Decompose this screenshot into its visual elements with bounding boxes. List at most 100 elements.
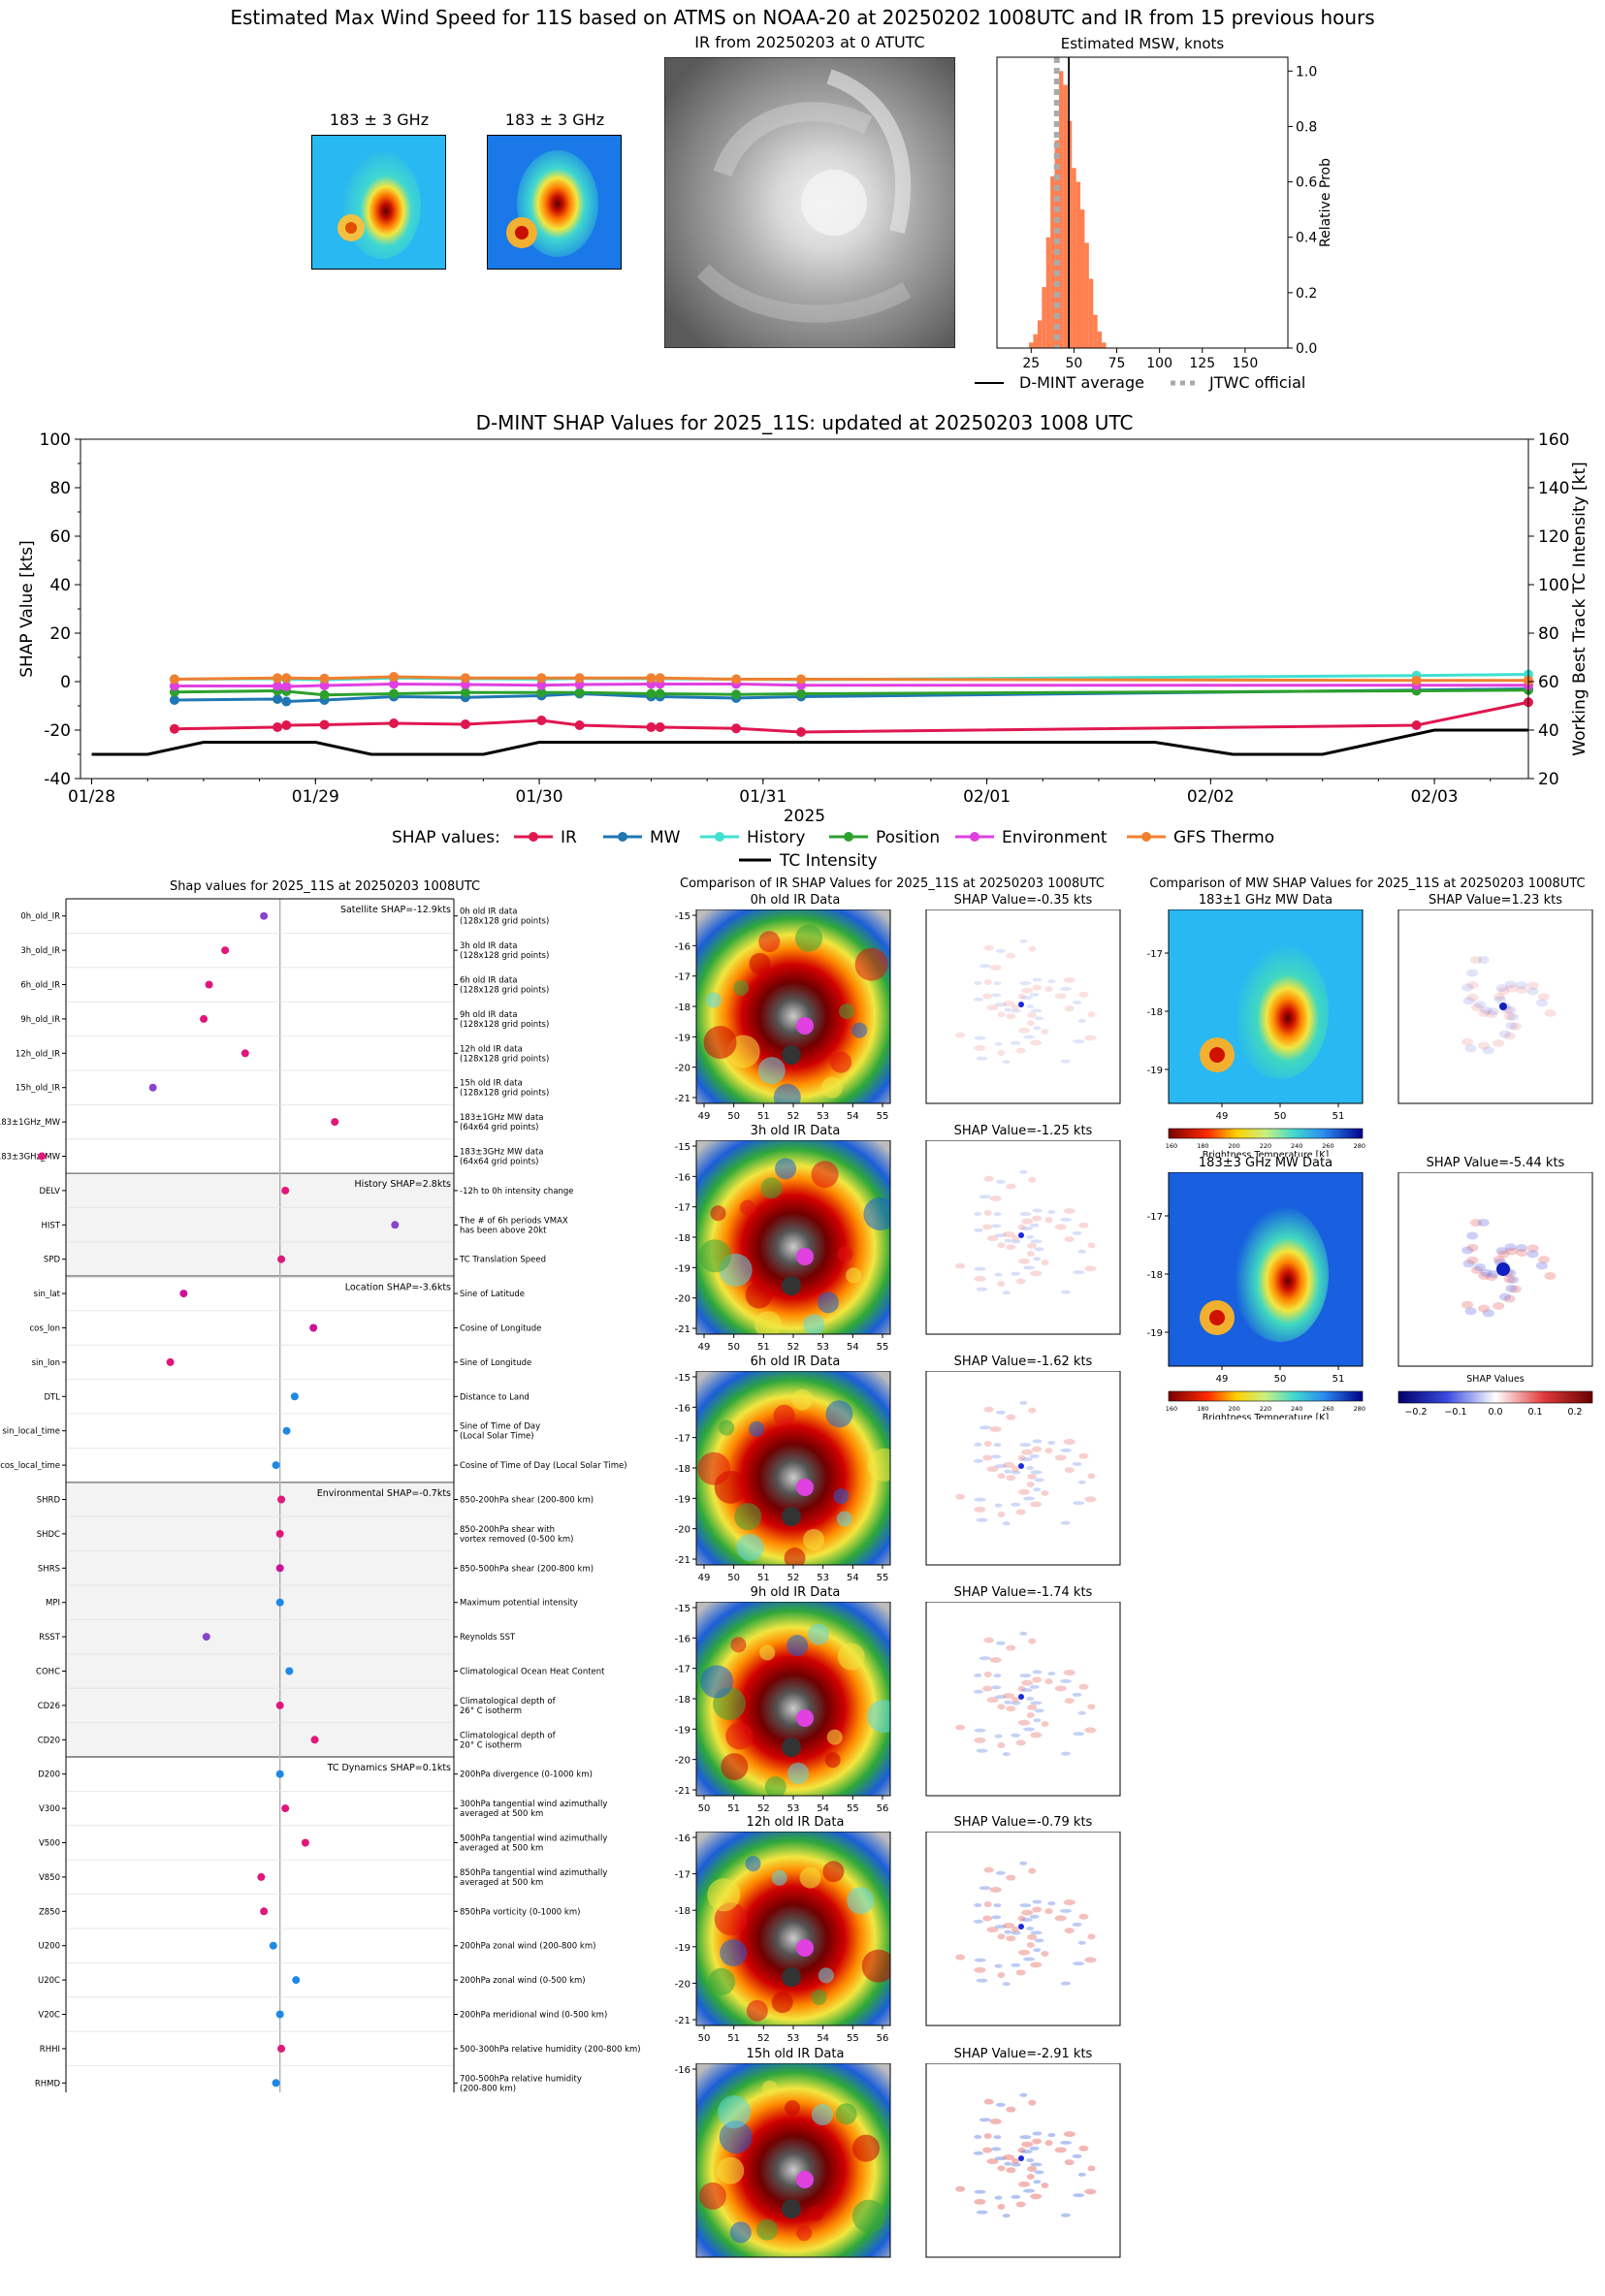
ir-shap-value-label: SHAP Value=-0.35 kts — [953, 893, 1093, 908]
series-point — [574, 720, 585, 730]
ir-shap-blob — [1019, 1903, 1032, 1908]
feature-description: 200hPa divergence (0-1000 km) — [460, 1770, 593, 1780]
mw-shap-blob — [1498, 1030, 1511, 1038]
ir-shap-blob — [974, 1506, 986, 1513]
ir-x-tick-label: 51 — [727, 1803, 740, 1814]
bt-colorbar-tick: 200 — [1228, 1142, 1239, 1150]
ir-y-tick-label: -17 — [675, 973, 690, 983]
ir-panel-label: 6h old IR Data — [750, 1355, 841, 1369]
mw-shap-blob — [1505, 1247, 1518, 1256]
msw-histogram: Estimated MSW, knots 25 50 75 100 125 150 0.0 0.… — [975, 35, 1333, 392]
ir-shap-blob — [1023, 1957, 1036, 1961]
ir-shap-blob — [989, 2119, 1002, 2125]
ir-shap-blob — [982, 1454, 993, 1461]
ir-shap-blob — [1026, 2174, 1035, 2181]
ir-shap-blob — [1072, 1000, 1082, 1004]
x-tick-label: 01/28 — [68, 787, 115, 807]
ir-shap-blob — [955, 1262, 966, 1269]
ir-shap-blob — [1077, 1018, 1086, 1023]
ir-shap-blob — [1030, 2162, 1043, 2167]
y2-tick-label: 60 — [1538, 673, 1559, 692]
ir-shap-blob — [1018, 1488, 1031, 1495]
series-point — [273, 694, 283, 704]
mw-shap-blob — [1487, 1007, 1499, 1016]
ir-shap-blob — [1084, 1957, 1097, 1963]
histogram-bar — [1088, 278, 1094, 348]
ir-shap-blob — [1041, 1490, 1049, 1497]
feature-shap-dot — [148, 1083, 157, 1092]
ir-shap-blob — [1004, 1929, 1012, 1934]
series-point — [796, 688, 807, 699]
ir-shap-blob — [1019, 1674, 1032, 1678]
ir-shap-blob — [995, 1410, 1006, 1415]
mw-shap-blob — [1493, 1301, 1505, 1310]
ir-shap-blob — [1028, 945, 1037, 952]
ir-x-tick-label: 54 — [847, 1573, 859, 1583]
series-point — [731, 723, 742, 734]
mw-shap-blob — [1466, 1256, 1479, 1264]
series-point — [281, 673, 292, 684]
ir-y-tick-label: -16 — [675, 1403, 690, 1414]
feature-name: V850 — [39, 1873, 60, 1883]
ir-y-tick-label: -21 — [675, 1324, 690, 1335]
y2-tick-label: 80 — [1538, 624, 1559, 644]
ir-y-tick-label: -20 — [675, 1294, 690, 1305]
ir-shap-blob — [983, 979, 992, 986]
ir-x-tick-label: 50 — [727, 1111, 740, 1122]
feature-description: 850-200hPa shear (200-800 km) — [460, 1496, 594, 1506]
series-point — [319, 673, 330, 684]
legend-marker — [1141, 832, 1151, 842]
bt-colorbar-label: Brightness Temperature [K] — [1203, 1150, 1329, 1157]
mw-shap-blob — [1478, 1008, 1491, 1017]
ir-shap-blob — [1003, 2153, 1015, 2160]
ir-shap-blob — [994, 1272, 1003, 1277]
x-tick-label: 01/31 — [739, 787, 786, 807]
ir-shap-blob — [1078, 1222, 1089, 1228]
mw2-label: 183 ± 3 GHz — [504, 111, 605, 129]
bt-colorbar-tick: 240 — [1291, 1405, 1302, 1413]
ir-shap-blob — [1003, 1461, 1015, 1468]
ir-panel-pair: -15 -16 -17 -18 -19 -20 -21 49 50 51 52 53 54 55 — [675, 909, 1121, 1122]
feature-description: The # of 6h periods VMAX — [459, 1216, 568, 1226]
feature-shap-dot — [275, 1564, 284, 1573]
ir-shap-blob — [1054, 1915, 1067, 1922]
ir-shap-blob — [1027, 1933, 1038, 1940]
ir-shap-blob — [1006, 1644, 1016, 1651]
mw-shap-blob — [1526, 1250, 1539, 1259]
feature-description: 12h old IR data — [460, 1044, 523, 1054]
legend-label: MW — [650, 828, 681, 847]
feature-description: (128x128 grid points) — [460, 1089, 549, 1099]
ir-shap-blob — [1047, 1672, 1056, 1676]
ir-shap-center — [1018, 1463, 1024, 1469]
mw-shap-blob — [1504, 1005, 1517, 1014]
histogram-bar — [1058, 71, 1064, 349]
ir-shap-blob — [994, 1695, 1007, 1700]
feature-name: 12h_old_IR — [16, 1049, 60, 1059]
ir-shap-blob — [994, 1963, 1003, 1968]
ir-shap-blob — [1087, 1011, 1096, 1018]
ir-shap-blob — [1026, 1482, 1035, 1488]
feature-shap-dot — [269, 1941, 277, 1950]
ir-y-tick-label: -21 — [675, 1786, 690, 1797]
feature-name: V500 — [39, 1839, 60, 1849]
ir-shap-blob — [1028, 1407, 1037, 1414]
ir-shap-blob — [1030, 1501, 1043, 1508]
ir-shap-blob — [991, 1915, 1002, 1920]
ir-y-tick-label: -16 — [675, 941, 690, 952]
ir-x-tick-label: 51 — [727, 2033, 740, 2044]
feature-shap-dot — [290, 1392, 299, 1401]
x-tick-label: 02/03 — [1411, 787, 1459, 807]
ir-shap-blob — [1078, 1683, 1089, 1690]
ir-shap-blob — [983, 1441, 992, 1448]
ir-shap-blob — [995, 1179, 1006, 1184]
x-tick-label: 02/01 — [963, 787, 1011, 807]
mw-shap-blob — [1477, 1219, 1490, 1228]
ir-shap-blob — [1073, 1039, 1085, 1044]
histogram-y-tick-label: 0.8 — [1296, 119, 1317, 135]
mw-shap-blob — [1461, 1246, 1474, 1255]
ir-shap-blob — [1063, 976, 1075, 983]
y-tick-label: 100 — [40, 430, 71, 450]
ir-shap-blob — [1063, 2130, 1075, 2137]
ir-shap-blob — [1078, 2145, 1089, 2152]
mw-shap-blob — [1497, 1250, 1510, 1259]
